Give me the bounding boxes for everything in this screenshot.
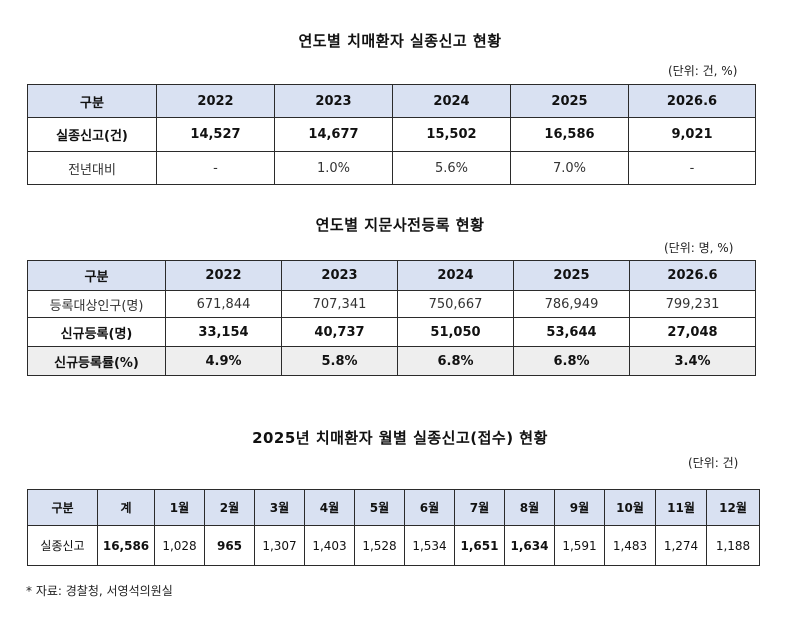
- table-cell: 1,274: [655, 525, 707, 566]
- table-cell: 1,591: [554, 525, 605, 566]
- table-cell: 5.8%: [281, 346, 398, 376]
- header-cell: 5월: [354, 489, 405, 526]
- table-cell: 1,028: [154, 525, 205, 566]
- row-label: 실종신고: [27, 525, 98, 566]
- row-label: 신규등록률(%): [27, 346, 166, 376]
- table-cell: 33,154: [165, 317, 282, 347]
- table-cell: 965: [204, 525, 255, 566]
- table-cell: 16,586: [97, 525, 155, 566]
- header-cell: 12월: [706, 489, 760, 526]
- fingerprint-registration-table: 구분 2022 2023 2024 2025 2026.6 등록대상인구(명) …: [27, 260, 756, 376]
- table-cell: 1,307: [254, 525, 305, 566]
- table-cell: 799,231: [629, 290, 756, 318]
- monthly-missing-reports-table: 구분 계 1월 2월 3월 4월 5월 6월 7월 8월 9월 10월 11월 …: [27, 489, 760, 566]
- table-row: 실종신고(건) 14,527 14,677 15,502 16,586 9,02…: [27, 117, 756, 152]
- table-cell: -: [156, 151, 275, 185]
- table-row: 등록대상인구(명) 671,844 707,341 750,667 786,94…: [27, 290, 756, 318]
- table-cell: 14,677: [274, 117, 393, 152]
- header-cell: 8월: [504, 489, 555, 526]
- table-cell: 53,644: [513, 317, 630, 347]
- header-cell: 2025: [513, 260, 630, 291]
- table-cell: 1.0%: [274, 151, 393, 185]
- missing-reports-table: 구분 2022 2023 2024 2025 2026.6 실종신고(건) 14…: [27, 84, 756, 185]
- table-cell: 51,050: [397, 317, 514, 347]
- source-footnote: * 자료: 경찰청, 서영석의원실: [26, 584, 173, 598]
- header-cell: 6월: [404, 489, 455, 526]
- table-cell: 1,651: [454, 525, 505, 566]
- header-cell: 9월: [554, 489, 605, 526]
- table-cell: 6.8%: [397, 346, 514, 376]
- header-cell: 7월: [454, 489, 505, 526]
- table-cell: 5.6%: [392, 151, 511, 185]
- header-cell: 2월: [204, 489, 255, 526]
- header-cell: 1월: [154, 489, 205, 526]
- table-cell: 4.9%: [165, 346, 282, 376]
- table-cell: 6.8%: [513, 346, 630, 376]
- table-row: 전년대비 - 1.0% 5.6% 7.0% -: [27, 151, 756, 185]
- header-cell: 2024: [397, 260, 514, 291]
- header-cell: 2026.6: [629, 260, 756, 291]
- table-cell: 1,528: [354, 525, 405, 566]
- table-cell: 1,634: [504, 525, 555, 566]
- table-cell: 14,527: [156, 117, 275, 152]
- table-cell: 750,667: [397, 290, 514, 318]
- header-cell: 2024: [392, 84, 511, 118]
- table-cell: 671,844: [165, 290, 282, 318]
- header-cell: 2022: [165, 260, 282, 291]
- header-cell: 2022: [156, 84, 275, 118]
- header-cell: 2023: [274, 84, 393, 118]
- header-cell: 2026.6: [628, 84, 756, 118]
- header-cell: 2025: [510, 84, 629, 118]
- row-label: 신규등록(명): [27, 317, 166, 347]
- header-cell: 3월: [254, 489, 305, 526]
- header-cell: 구분: [27, 84, 157, 118]
- table-cell: 707,341: [281, 290, 398, 318]
- table-cell: 27,048: [629, 317, 756, 347]
- row-label: 실종신고(건): [27, 117, 157, 152]
- table-cell: 7.0%: [510, 151, 629, 185]
- table1-title: 연도별 치매환자 실종신고 현황: [298, 32, 502, 50]
- header-cell: 10월: [604, 489, 656, 526]
- header-cell: 4월: [304, 489, 355, 526]
- table-row: 신규등록률(%) 4.9% 5.8% 6.8% 6.8% 3.4%: [27, 346, 756, 376]
- table1-unit: (단위: 건, %): [668, 64, 738, 78]
- table-row: 신규등록(명) 33,154 40,737 51,050 53,644 27,0…: [27, 317, 756, 347]
- header-cell: 구분: [27, 489, 98, 526]
- table-cell: 1,483: [604, 525, 656, 566]
- table-row: 실종신고 16,586 1,028 965 1,307 1,403 1,528 …: [27, 525, 760, 566]
- header-cell: 구분: [27, 260, 166, 291]
- table-cell: 786,949: [513, 290, 630, 318]
- table-cell: 16,586: [510, 117, 629, 152]
- table-cell: 1,403: [304, 525, 355, 566]
- table-cell: 9,021: [628, 117, 756, 152]
- table3-title: 2025년 치매환자 월별 실종신고(접수) 현황: [252, 429, 548, 447]
- header-cell: 2023: [281, 260, 398, 291]
- table2-unit: (단위: 명, %): [664, 241, 734, 255]
- header-cell: 11월: [655, 489, 707, 526]
- table2-title: 연도별 지문사전등록 현황: [315, 216, 485, 234]
- table-cell: -: [628, 151, 756, 185]
- table-cell: 40,737: [281, 317, 398, 347]
- table-cell: 1,534: [404, 525, 455, 566]
- table-cell: 15,502: [392, 117, 511, 152]
- table-cell: 1,188: [706, 525, 760, 566]
- row-label: 등록대상인구(명): [27, 290, 166, 318]
- row-label: 전년대비: [27, 151, 157, 185]
- header-cell: 계: [97, 489, 155, 526]
- table-cell: 3.4%: [629, 346, 756, 376]
- table3-unit: (단위: 건): [688, 456, 739, 470]
